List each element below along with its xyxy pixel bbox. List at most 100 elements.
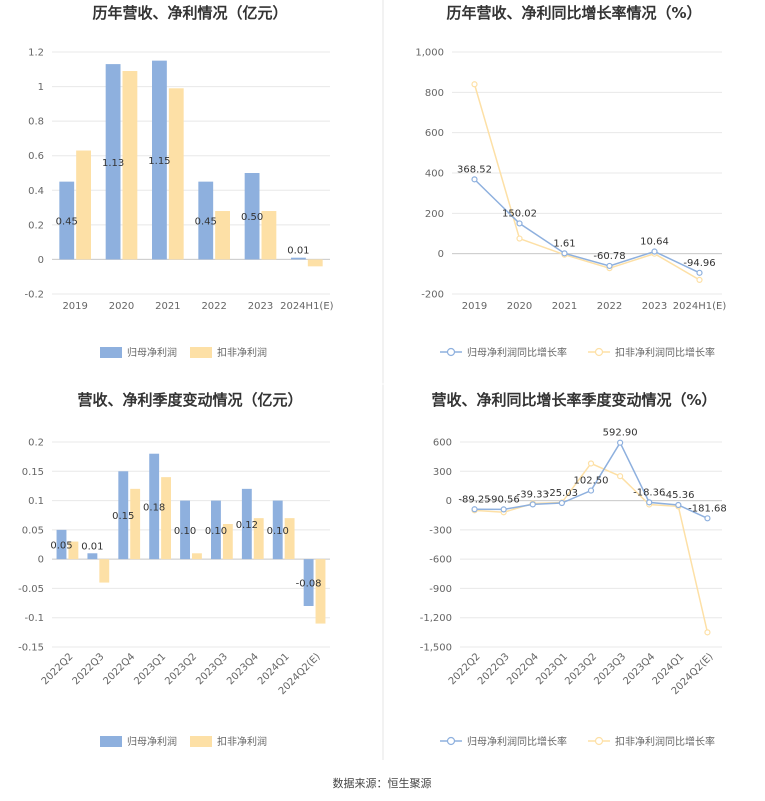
data-label: 0.10 xyxy=(174,526,196,537)
y-tick-label: -0.15 xyxy=(18,643,44,654)
point-net-profit-growth xyxy=(646,499,653,506)
data-label: -25.03 xyxy=(546,488,578,499)
data-label: -94.96 xyxy=(683,258,715,269)
bar-net-profit xyxy=(56,529,67,560)
data-label: 0.12 xyxy=(236,520,258,531)
bar-net-profit xyxy=(180,500,190,560)
y-tick-label: -300 xyxy=(429,525,452,536)
bar-deducted-net-profit xyxy=(76,150,91,260)
y-tick-label: -200 xyxy=(421,290,444,301)
y-tick-label: -1,500 xyxy=(420,643,452,654)
bar-net-profit xyxy=(152,60,167,260)
legend-label: 扣非净利润 xyxy=(217,735,267,748)
data-label: -39.33 xyxy=(517,489,549,500)
x-tick-label: 2022Q4 xyxy=(102,651,138,687)
data-label: 1.61 xyxy=(553,238,575,249)
bar-deducted-net-profit xyxy=(261,211,277,260)
chart-title: 历年营收、净利情况（亿元） xyxy=(92,4,287,22)
legend-label: 扣非净利润同比增长率 xyxy=(615,346,715,359)
x-tick-label: 2023 xyxy=(642,301,667,312)
legend-label: 归母净利润 xyxy=(127,735,177,748)
point-net-profit-growth xyxy=(675,501,682,509)
bar-deducted-net-profit xyxy=(122,71,138,260)
point-net-profit-growth xyxy=(471,176,478,183)
x-tick-label: 2022Q2 xyxy=(40,651,76,687)
bar-deducted-net-profit xyxy=(307,259,323,267)
bar-deducted-net-profit xyxy=(192,553,202,560)
bar-deducted-net-profit xyxy=(99,559,110,583)
legend-swatch xyxy=(100,736,122,747)
legend-marker xyxy=(594,347,604,357)
x-tick-label: 2023 xyxy=(248,301,273,312)
point-net-profit-growth xyxy=(617,439,624,446)
data-label: 0.05 xyxy=(50,541,72,552)
data-label: -181.68 xyxy=(688,503,727,514)
y-tick-label: 0 xyxy=(38,555,44,566)
point-net-profit-growth xyxy=(606,262,613,270)
bar-deducted-net-profit xyxy=(215,211,230,260)
data-label: -90.56 xyxy=(488,494,520,505)
data-source: 数据来源：恒生聚源 xyxy=(333,776,432,790)
data-label: 0.45 xyxy=(195,217,217,228)
point-net-profit-growth xyxy=(651,248,658,255)
y-tick-label: 0.2 xyxy=(28,220,44,231)
y-tick-label: 600 xyxy=(433,438,452,449)
data-label: 150.02 xyxy=(502,208,537,219)
point-net-profit-growth xyxy=(516,220,523,227)
annual-growth-line-chart: 历年营收、净利同比增长率情况（%） -200 0 200 400 600 800 1,000 2… xyxy=(415,4,726,359)
legend-label: 扣非净利润同比增长率 xyxy=(615,735,715,748)
legend-swatch xyxy=(190,736,212,747)
bar-deducted-net-profit xyxy=(130,488,141,560)
point-net-profit-growth xyxy=(471,506,478,513)
data-label: -45.36 xyxy=(662,490,694,501)
legend-marker xyxy=(446,736,456,746)
y-tick-label: 0.6 xyxy=(28,151,44,162)
chart-title: 营收、净利季度变动情况（亿元） xyxy=(77,391,302,409)
y-tick-label: -0.1 xyxy=(24,613,44,624)
bar-net-profit xyxy=(211,500,221,560)
x-tick-label: 2023Q3 xyxy=(194,651,230,687)
data-label: 0.50 xyxy=(241,212,263,223)
data-label: -18.36 xyxy=(633,487,665,498)
bar-deducted-net-profit xyxy=(284,518,295,560)
x-tick-label: 2022 xyxy=(597,301,622,312)
y-tick-label: -0.05 xyxy=(18,584,44,595)
bar-deducted-net-profit xyxy=(222,524,233,560)
y-tick-label: 0.8 xyxy=(28,117,44,128)
y-tick-label: 0.1 xyxy=(28,496,44,507)
y-tick-label: 1 xyxy=(38,82,44,93)
bar-net-profit xyxy=(198,181,214,260)
line-deducted-net-profit-growth xyxy=(473,84,700,281)
data-label: 0.45 xyxy=(56,217,78,228)
data-label: 592.90 xyxy=(603,428,638,439)
legend-marker xyxy=(446,347,456,357)
y-tick-label: 1,000 xyxy=(415,48,444,59)
data-label: 0.10 xyxy=(205,526,227,537)
chart-title: 历年营收、净利同比增长率情况（%） xyxy=(446,4,701,22)
x-tick-label: 2023Q2 xyxy=(163,651,199,687)
bar-net-profit xyxy=(241,488,252,560)
point-deducted-net-profit-growth xyxy=(471,81,478,88)
bar-net-profit xyxy=(272,500,283,560)
x-tick-label: 2021 xyxy=(155,301,180,312)
legend-marker xyxy=(594,736,604,746)
annual-profit-bar-chart: 历年营收、净利情况（亿元） -0.2 0 0.2 0.4 0.6 0.8 1 1.2 2019 20… xyxy=(24,4,333,359)
bar-net-profit xyxy=(105,64,121,260)
x-tick-label: 2023Q1 xyxy=(132,651,168,687)
point-net-profit-growth xyxy=(529,501,536,508)
y-tick-label: 400 xyxy=(425,169,444,180)
point-net-profit-growth xyxy=(704,515,711,522)
quarterly-growth-line-chart: 营收、净利同比增长率季度变动情况（%） -1,500 -1,200 -900 -600 -… xyxy=(420,391,727,748)
point-net-profit-growth xyxy=(587,487,595,494)
x-tick-label: 2022 xyxy=(201,301,226,312)
data-label: 0.10 xyxy=(267,526,289,537)
y-tick-label: 1.2 xyxy=(28,48,44,59)
bar-net-profit xyxy=(118,471,129,560)
legend-label: 归母净利润同比增长率 xyxy=(467,735,567,748)
data-label: -0.08 xyxy=(296,579,322,590)
x-tick-label: 2019 xyxy=(62,301,87,312)
line-net-profit-growth xyxy=(473,178,700,274)
data-label: -89.25 xyxy=(458,494,490,505)
bar-net-profit xyxy=(87,553,98,560)
